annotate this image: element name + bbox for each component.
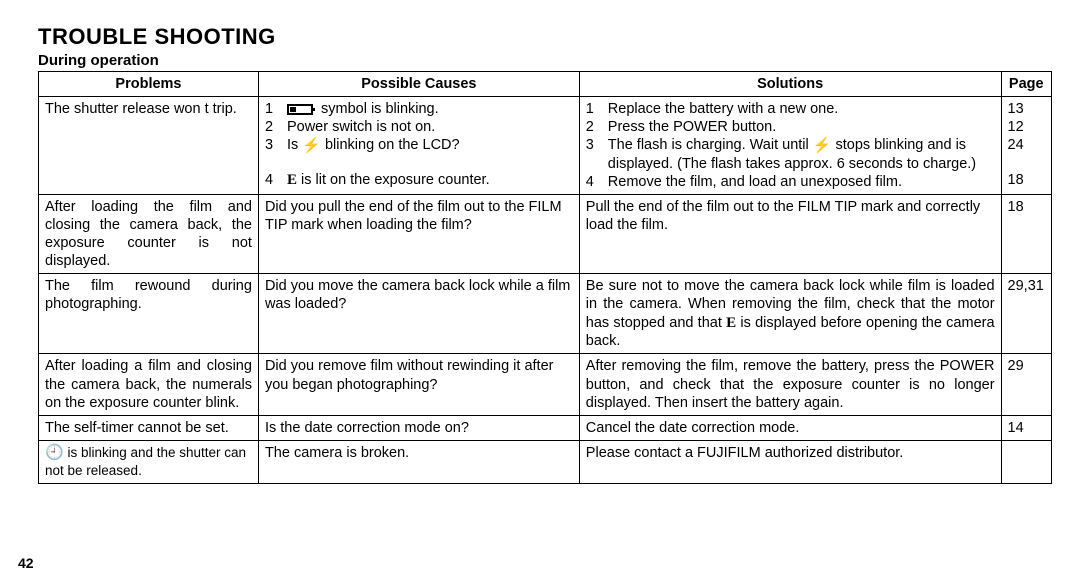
cell-problem: The self-timer cannot be set.	[39, 415, 259, 440]
battery-icon	[287, 104, 313, 115]
cell-solutions: Cancel the date correction mode.	[579, 415, 1001, 440]
cell-solutions: After removing the film, remove the batt…	[579, 354, 1001, 415]
cell-page	[1001, 440, 1051, 483]
header-solutions: Solutions	[579, 72, 1001, 97]
cell-page: 29	[1001, 354, 1051, 415]
list-item: 3 The flash is charging. Wait until ⚡ st…	[586, 136, 995, 172]
cell-problem: The film rewound during photographing.	[39, 274, 259, 354]
table-row: The shutter release won t trip. 1 symbol…	[39, 97, 1052, 195]
list-item: 1 Replace the battery with a new one.	[586, 100, 995, 118]
section-subtitle: During operation	[38, 52, 1052, 69]
page-title: TROUBLE SHOOTING	[38, 24, 1052, 50]
header-problems: Problems	[39, 72, 259, 97]
header-page: Page	[1001, 72, 1051, 97]
list-item: 3 Is ⚡ blinking on the LCD?	[265, 136, 573, 154]
cell-problem: After loading a film and closing the cam…	[39, 354, 259, 415]
cell-problem: The shutter release won t trip.	[39, 97, 259, 195]
header-causes: Possible Causes	[258, 72, 579, 97]
list-item: 2 Power switch is not on.	[265, 118, 573, 136]
flash-icon: ⚡	[813, 138, 832, 153]
cell-causes: Did you pull the end of the film out to …	[258, 194, 579, 274]
cell-page: 29,31	[1001, 274, 1051, 354]
manual-page: TROUBLE SHOOTING During operation Proble…	[0, 0, 1080, 579]
list-item	[265, 155, 573, 171]
list-item: 2 Press the POWER button.	[586, 118, 995, 136]
table-row: The self-timer cannot be set. Is the dat…	[39, 415, 1052, 440]
cell-page: 14	[1001, 415, 1051, 440]
page-number: 42	[18, 555, 34, 571]
cell-causes: Did you remove film without rewinding it…	[258, 354, 579, 415]
table-row: After loading the film and closing the c…	[39, 194, 1052, 274]
table-row: 🕘 is blinking and the shutter can not be…	[39, 440, 1052, 483]
table-row: After loading a film and closing the cam…	[39, 354, 1052, 415]
table-row: The film rewound during photographing. D…	[39, 274, 1052, 354]
troubleshooting-table: Problems Possible Causes Solutions Page …	[38, 71, 1052, 484]
e-icon: E	[726, 314, 736, 333]
e-icon: E	[287, 171, 297, 190]
cell-solutions: 1 Replace the battery with a new one. 2 …	[579, 97, 1001, 195]
cell-causes: 1 symbol is blinking. 2 Power switch is …	[258, 97, 579, 195]
cell-problem: 🕘 is blinking and the shutter can not be…	[39, 440, 259, 483]
cell-causes: The camera is broken.	[258, 440, 579, 483]
cell-solutions: Please contact a FUJIFILM authorized dis…	[579, 440, 1001, 483]
cell-problem: After loading the film and closing the c…	[39, 194, 259, 274]
flash-icon: ⚡	[302, 138, 321, 153]
timer-icon: 🕘	[45, 444, 64, 463]
cell-solutions: Be sure not to move the camera back lock…	[579, 274, 1001, 354]
cell-page: 18	[1001, 194, 1051, 274]
cell-causes: Did you move the camera back lock while …	[258, 274, 579, 354]
cell-page: 13 12 24 18	[1001, 97, 1051, 195]
cell-solutions: Pull the end of the film out to the FILM…	[579, 194, 1001, 274]
list-item: 4 Remove the film, and load an unexposed…	[586, 173, 995, 191]
list-item: 1 symbol is blinking.	[265, 100, 573, 118]
list-item: 4 E is lit on the exposure counter.	[265, 171, 573, 190]
cell-causes: Is the date correction mode on?	[258, 415, 579, 440]
table-header-row: Problems Possible Causes Solutions Page	[39, 72, 1052, 97]
